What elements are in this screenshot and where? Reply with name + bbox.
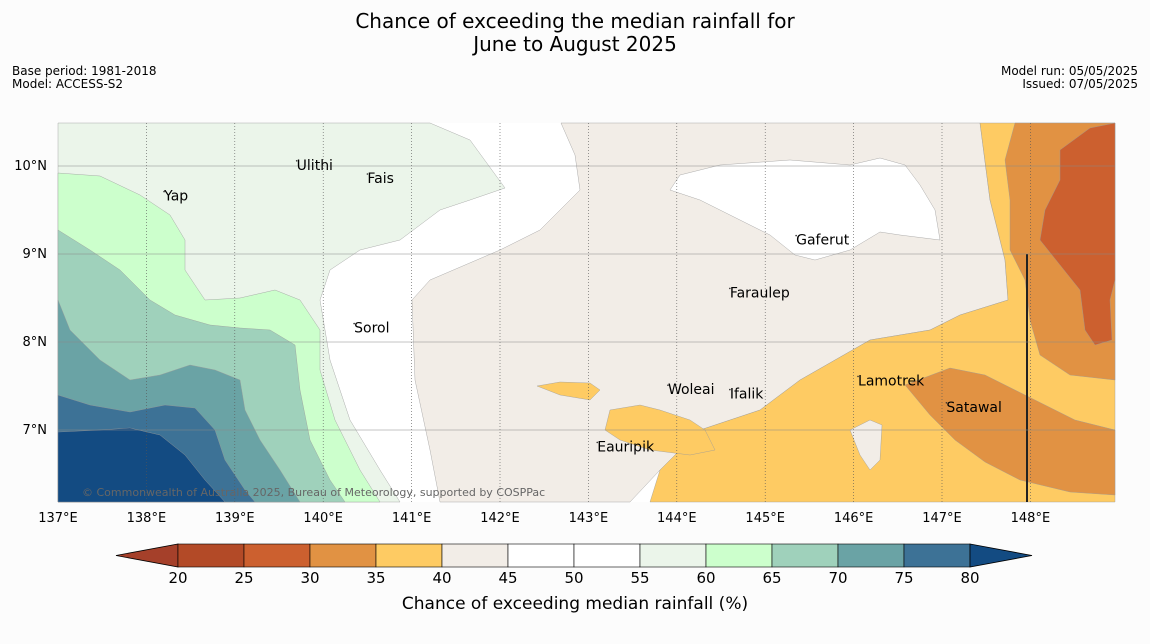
island-marker [945, 402, 948, 404]
colorbar-swatch [507, 543, 575, 568]
place-label-fais: Fais [367, 171, 394, 187]
colorbar-swatch [177, 543, 245, 568]
region-45-55-island [669, 157, 941, 261]
lon-tick-label: 141°E [392, 511, 432, 526]
colorbar-tick-label: 60 [696, 569, 715, 587]
region-40-45-patch [849, 419, 883, 471]
place-label-lamotrek: Lamotrek [858, 373, 925, 389]
lon-tick-label: 139°E [215, 511, 255, 526]
lon-tick-label: 144°E [657, 511, 697, 526]
colorbar-over-arrow [969, 543, 1033, 568]
colorbar-tick-label: 80 [960, 569, 979, 587]
island-marker [596, 441, 599, 444]
colorbar-tick-label: 40 [432, 569, 451, 587]
colorbar-label: Chance of exceeding median rainfall (%) [401, 594, 749, 614]
colorbar-swatch [639, 543, 707, 568]
colorbar-tick-label: 30 [300, 569, 319, 587]
model-run-text: Model run: 05/05/2025 [1000, 64, 1138, 78]
colorbar-under-arrow [115, 543, 179, 568]
place-label-ifalik: Ifalik [730, 387, 764, 403]
colorbar-tick-label: 45 [498, 569, 517, 587]
lon-tick-label: 142°E [480, 511, 520, 526]
lon-tick-label: 147°E [922, 511, 962, 526]
colorbar-tick-label: 70 [828, 569, 847, 587]
island-marker [729, 388, 731, 391]
place-labels: Yap Ulithi Fais Gaferut Faraulep Sorol Woleai I… [163, 158, 1002, 456]
lon-tick-label: 148°E [1011, 511, 1051, 526]
lon-tick-label: 143°E [569, 511, 609, 526]
colorbar-tick-label: 25 [234, 569, 253, 587]
colorbar-swatch [441, 543, 509, 568]
lon-tick-label: 145°E [745, 511, 785, 526]
axis-tick-labels: 137°E 138°E 139°E 140°E 141°E 142°E 143°E 144°E… [14, 159, 1050, 526]
island-marker [729, 287, 731, 290]
place-label-sorol: Sorol [354, 321, 389, 337]
map-gridlines [58, 123, 1115, 502]
map-area [57, 122, 1116, 503]
place-label-woleai: Woleai [668, 382, 715, 398]
island-marker [295, 160, 298, 162]
colorbar-tick-label: 75 [894, 569, 913, 587]
island-marker [163, 190, 165, 193]
colorbar-swatch [771, 543, 839, 568]
place-label-faraulep: Faraulep [730, 285, 790, 301]
map-title: Chance of exceeding the median rainfall … [0, 10, 1150, 56]
colorbar-swatch [837, 543, 905, 568]
title-line-2: June to August 2025 [473, 32, 677, 56]
region-30-35-south [904, 367, 1116, 496]
place-label-eauripik: Eauripik [597, 439, 655, 455]
island-marker [667, 384, 669, 387]
colorbar-tick-label: 35 [366, 569, 385, 587]
lat-tick-label: 9°N [23, 247, 48, 262]
lon-tick-label: 138°E [127, 511, 167, 526]
colorbar-tick-label: 65 [762, 569, 781, 587]
colorbar-swatch [375, 543, 443, 568]
place-label-yap: Yap [163, 189, 188, 205]
island-marker [353, 322, 355, 325]
colorbar-swatch [705, 543, 773, 568]
region-25-30 [1039, 122, 1116, 346]
lon-tick-label: 137°E [38, 511, 78, 526]
metadata-right: Model run: 05/05/2025 Issued: 07/05/2025 [1001, 65, 1138, 91]
colorbar-tick-label: 20 [168, 569, 187, 587]
region-35-40-small [536, 381, 601, 401]
lat-tick-label: 10°N [14, 159, 47, 174]
lat-tick-label: 8°N [23, 335, 48, 350]
metadata-left: Base period: 1981-2018 Model: ACCESS-S2 [12, 65, 157, 91]
colorbar-tick-label: 50 [564, 569, 583, 587]
base-period-text: Base period: 1981-2018 [12, 64, 157, 78]
lon-tick-label: 146°E [834, 511, 874, 526]
colorbar-swatch [243, 543, 311, 568]
lon-tick-label: 140°E [303, 511, 343, 526]
colorbar-swatch [309, 543, 377, 568]
title-line-1: Chance of exceeding the median rainfall … [355, 9, 795, 33]
copyright-text: © Commonwealth of Australia 2025, Bureau… [82, 486, 545, 499]
colorbar-tick-label: 55 [630, 569, 649, 587]
region-above-80 [57, 427, 226, 503]
island-marker [857, 375, 859, 378]
colorbar: 20 25 30 35 40 45 50 55 60 65 70 75 80 [115, 543, 1033, 587]
colorbar-swatch [903, 543, 971, 568]
island-marker [795, 234, 797, 237]
place-label-gaferut: Gaferut [796, 233, 850, 249]
lat-tick-label: 7°N [23, 423, 48, 438]
model-text: Model: ACCESS-S2 [12, 77, 124, 91]
place-label-ulithi: Ulithi [297, 158, 333, 174]
place-label-satawal: Satawal [946, 400, 1001, 416]
colorbar-swatch [573, 543, 641, 568]
island-marker [366, 173, 369, 175]
issued-text: Issued: 07/05/2025 [1022, 77, 1138, 91]
